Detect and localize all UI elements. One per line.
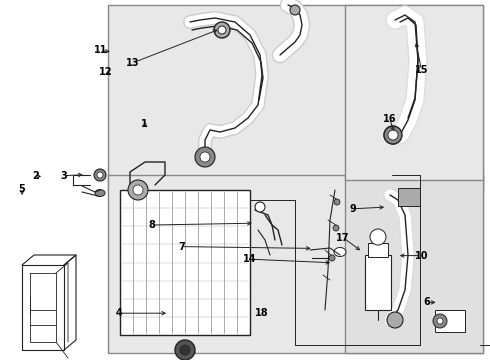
Circle shape bbox=[388, 130, 398, 140]
Circle shape bbox=[333, 225, 339, 231]
Circle shape bbox=[334, 199, 340, 205]
Circle shape bbox=[200, 152, 210, 162]
Bar bbox=[120, 190, 250, 335]
Text: 11: 11 bbox=[94, 45, 107, 55]
Text: 5: 5 bbox=[19, 184, 25, 194]
Text: 7: 7 bbox=[178, 242, 185, 252]
Bar bbox=[345, 5, 483, 180]
Text: 9: 9 bbox=[349, 204, 356, 214]
Circle shape bbox=[218, 26, 226, 34]
Bar bbox=[108, 5, 483, 190]
Circle shape bbox=[214, 22, 230, 38]
Text: 8: 8 bbox=[148, 220, 155, 230]
Circle shape bbox=[370, 229, 386, 245]
Circle shape bbox=[437, 318, 443, 324]
Circle shape bbox=[387, 312, 403, 328]
Text: 1: 1 bbox=[141, 119, 148, 129]
Bar bbox=[108, 175, 483, 353]
Circle shape bbox=[180, 345, 190, 355]
Text: 14: 14 bbox=[243, 254, 257, 264]
Circle shape bbox=[329, 255, 335, 261]
Text: 4: 4 bbox=[115, 308, 122, 318]
Circle shape bbox=[128, 180, 148, 200]
Ellipse shape bbox=[334, 248, 346, 257]
Text: 15: 15 bbox=[415, 65, 428, 75]
Bar bbox=[345, 175, 483, 353]
Text: 3: 3 bbox=[60, 171, 67, 181]
Circle shape bbox=[133, 185, 143, 195]
Circle shape bbox=[94, 169, 106, 181]
Bar bbox=[365, 255, 391, 310]
Circle shape bbox=[195, 147, 215, 167]
Text: 13: 13 bbox=[125, 58, 139, 68]
Bar bbox=[435, 310, 465, 332]
Circle shape bbox=[433, 314, 447, 328]
Text: 12: 12 bbox=[98, 67, 112, 77]
Text: 16: 16 bbox=[383, 114, 396, 124]
Circle shape bbox=[384, 126, 402, 144]
Text: 17: 17 bbox=[336, 233, 350, 243]
Text: 6: 6 bbox=[423, 297, 430, 307]
Text: 10: 10 bbox=[415, 251, 428, 261]
Circle shape bbox=[175, 340, 195, 360]
Circle shape bbox=[97, 172, 103, 178]
Circle shape bbox=[255, 202, 265, 212]
Ellipse shape bbox=[95, 189, 105, 197]
Text: 18: 18 bbox=[255, 308, 269, 318]
Circle shape bbox=[290, 5, 300, 15]
Bar bbox=[368, 243, 388, 257]
Text: 2: 2 bbox=[32, 171, 39, 181]
Bar bbox=[398, 188, 420, 206]
